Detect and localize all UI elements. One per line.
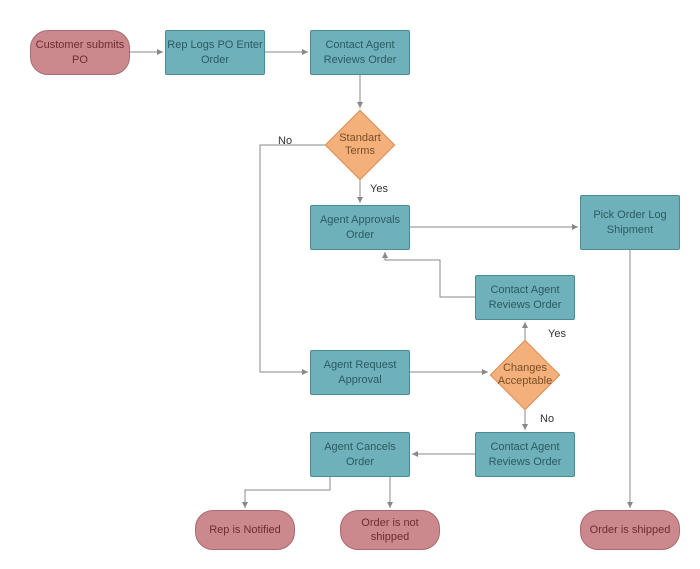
arrows-layer [0,0,700,569]
flowchart-canvas: Customer submits PO Rep is Notified Orde… [0,0,700,569]
node-pick-order: Pick Order Log Shipment [580,195,680,250]
node-label: Order is not shipped [341,516,439,545]
node-rep-logs: Rep Logs PO Enter Order [165,30,265,75]
node-start: Customer submits PO [30,30,130,75]
node-label: Agent Cancels Order [311,440,409,469]
node-agent-reviews-3: Contact Agent Reviews Order [475,432,575,477]
node-label: Contact Agent Reviews Order [311,38,409,67]
node-not-shipped: Order is not shipped [340,510,440,550]
node-label: Standart Terms [325,132,395,158]
node-label: Rep is Notified [209,523,281,537]
node-standard-terms: Standart Terms [325,110,395,180]
node-label: Rep Logs PO Enter Order [166,38,264,67]
node-label: Order is shipped [590,523,671,537]
edge-label-no-2: No [540,413,554,425]
node-label: Agent Request Approval [311,358,409,387]
node-label: Contact Agent Reviews Order [476,283,574,312]
edge-label-yes-1: Yes [370,183,388,195]
edge-label-no-1: No [278,135,292,147]
node-label: Customer submits PO [31,38,129,67]
node-agent-request: Agent Request Approval [310,350,410,395]
node-agent-reviews-2: Contact Agent Reviews Order [475,275,575,320]
node-label: Agent Approvals Order [311,213,409,242]
node-shipped: Order is shipped [580,510,680,550]
node-label: Contact Agent Reviews Order [476,440,574,469]
node-agent-approvals: Agent Approvals Order [310,205,410,250]
node-changes-acceptable: Changes Acceptable [490,340,560,410]
node-agent-reviews-1: Contact Agent Reviews Order [310,30,410,75]
edge-label-yes-2: Yes [548,328,566,340]
node-label: Changes Acceptable [490,362,560,388]
node-rep-notified: Rep is Notified [195,510,295,550]
node-agent-cancels: Agent Cancels Order [310,432,410,477]
node-label: Pick Order Log Shipment [581,208,679,237]
